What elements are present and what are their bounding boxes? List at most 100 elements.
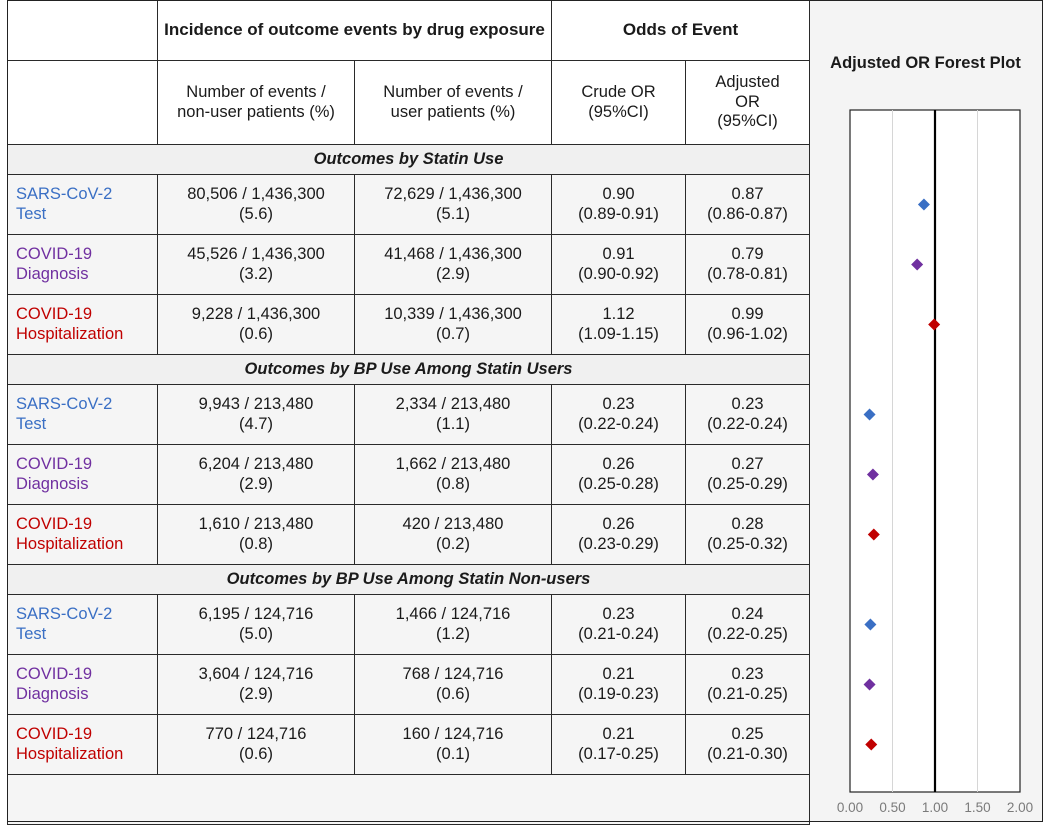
forest-point bbox=[863, 408, 876, 421]
crude-or-detail: (0.25-0.28) bbox=[578, 474, 659, 493]
user-events: 1,662 / 213,480 (0.8) bbox=[353, 444, 553, 505]
user-events-value: 72,629 / 1,436,300 bbox=[384, 185, 522, 204]
crude-or-value: 0.90 bbox=[602, 185, 635, 204]
adjusted-or-value: 0.87 bbox=[731, 185, 764, 204]
nonuser-events-value: 9,228 / 1,436,300 bbox=[191, 305, 321, 324]
user-events-detail: (5.1) bbox=[436, 204, 470, 223]
col-adjusted: Adjusted OR (95%CI) bbox=[685, 60, 811, 145]
table-row: COVID-19 Hospitalization 1,610 / 213,480 (0… bbox=[7, 504, 811, 565]
adjusted-or-value: 0.99 bbox=[731, 305, 764, 324]
table-footer-spacer bbox=[6, 774, 811, 825]
x-tick-label: 2.00 bbox=[1007, 800, 1033, 815]
nonuser-events: 9,943 / 213,480 (4.7) bbox=[157, 384, 355, 445]
table-row: COVID-19 Hospitalization 9,228 / 1,436,300… bbox=[7, 294, 811, 355]
crude-or-detail: (0.19-0.23) bbox=[578, 684, 659, 703]
user-events-detail: (1.1) bbox=[436, 414, 470, 433]
adjusted-or: 0.79 (0.78-0.81) bbox=[685, 234, 811, 295]
outcome-label-value: COVID-19 bbox=[16, 455, 93, 474]
nonuser-events: 6,195 / 124,716 (5.0) bbox=[157, 594, 355, 655]
x-tick-label: 0.50 bbox=[879, 800, 905, 815]
forest-point bbox=[867, 528, 880, 541]
crude-or-detail: (0.90-0.92) bbox=[578, 264, 659, 283]
nonuser-events-detail: (0.8) bbox=[239, 534, 273, 553]
user-events-detail: (0.6) bbox=[436, 684, 470, 703]
user-events-detail: (0.8) bbox=[436, 474, 470, 493]
figure-border bbox=[7, 0, 1043, 822]
outcome-label: COVID-19 Hospitalization bbox=[7, 294, 158, 355]
col-user: Number of events / user patients (%) bbox=[353, 60, 553, 145]
adjusted-or-value: 0.28 bbox=[731, 515, 764, 534]
nonuser-events-detail: (0.6) bbox=[239, 744, 273, 763]
outcome-label: COVID-19 Diagnosis bbox=[7, 444, 158, 505]
outcome-label-value: COVID-19 bbox=[16, 665, 93, 684]
outcome-label-detail: Test bbox=[16, 414, 47, 433]
adjusted-or-detail: (0.86-0.87) bbox=[707, 204, 788, 223]
user-events-value: 10,339 / 1,436,300 bbox=[384, 305, 522, 324]
adjusted-or-detail: (0.22-0.24) bbox=[707, 414, 788, 433]
nonuser-events: 770 / 124,716 (0.6) bbox=[157, 714, 355, 775]
odds-header: Odds of Event bbox=[551, 0, 811, 61]
adjusted-or-detail: (0.21-0.30) bbox=[707, 744, 788, 763]
user-events: 2,334 / 213,480 (1.1) bbox=[353, 384, 553, 445]
header-label-cell bbox=[7, 60, 158, 145]
nonuser-events-detail: (5.0) bbox=[239, 624, 273, 643]
forest-point bbox=[928, 318, 941, 331]
crude-or-value: 0.26 bbox=[602, 515, 635, 534]
forest-point bbox=[866, 468, 879, 481]
crude-or-detail: (0.22-0.24) bbox=[578, 414, 659, 433]
outcome-label: SARS-CoV-2 Test bbox=[7, 174, 158, 235]
forest-point bbox=[863, 678, 876, 691]
adjusted-or-value: 0.24 bbox=[731, 605, 764, 624]
nonuser-events: 9,228 / 1,436,300 (0.6) bbox=[157, 294, 355, 355]
user-events-detail: (0.2) bbox=[436, 534, 470, 553]
user-events-detail: (2.9) bbox=[436, 264, 470, 283]
adjusted-or-value: 0.79 bbox=[731, 245, 764, 264]
crude-or: 0.23 (0.21-0.24) bbox=[551, 594, 687, 655]
crude-or-detail: (0.17-0.25) bbox=[578, 744, 659, 763]
outcome-label-detail: Hospitalization bbox=[16, 324, 124, 343]
outcome-label: COVID-19 Hospitalization bbox=[7, 504, 158, 565]
user-events: 420 / 213,480 (0.2) bbox=[353, 504, 553, 565]
adjusted-or-detail: (0.22-0.25) bbox=[707, 624, 788, 643]
col-crude: Crude OR (95%CI) bbox=[551, 60, 687, 145]
forest-point bbox=[911, 258, 924, 271]
x-tick-label: 1.00 bbox=[922, 800, 948, 815]
outcome-label-detail: Hospitalization bbox=[16, 744, 124, 763]
table-row: COVID-19 Diagnosis 3,604 / 124,716 (2.9) 768… bbox=[7, 654, 811, 715]
nonuser-events-detail: (3.2) bbox=[239, 264, 273, 283]
table-row: SARS-CoV-2 Test 6,195 / 124,716 (5.0) 1,466 … bbox=[7, 594, 811, 655]
forest-point bbox=[917, 198, 930, 211]
user-events-value: 768 / 124,716 bbox=[402, 665, 504, 684]
section-header: Outcomes by BP Use Among Statin Non-user… bbox=[6, 564, 811, 595]
user-events: 41,468 / 1,436,300 (2.9) bbox=[353, 234, 553, 295]
nonuser-events-value: 6,204 / 213,480 bbox=[198, 455, 314, 474]
crude-or-detail: (0.21-0.24) bbox=[578, 624, 659, 643]
user-events-value: 420 / 213,480 bbox=[402, 515, 504, 534]
results-table: Incidence of outcome events by drug expo… bbox=[6, 0, 811, 825]
incidence-header: Incidence of outcome events by drug expo… bbox=[156, 0, 553, 61]
user-events-detail: (1.2) bbox=[436, 624, 470, 643]
user-events-value: 160 / 124,716 bbox=[402, 725, 504, 744]
user-events-detail: (0.7) bbox=[436, 324, 470, 343]
outcome-label-detail: Diagnosis bbox=[16, 264, 89, 283]
forest-plot: 0.00 0.50 1.00 1.50 2.00 bbox=[837, 109, 1033, 815]
table-row: SARS-CoV-2 Test 80,506 / 1,436,300 (5.6) 72,… bbox=[7, 174, 811, 235]
adjusted-or-detail: (0.25-0.29) bbox=[707, 474, 788, 493]
x-tick-label: 0.00 bbox=[837, 800, 863, 815]
user-events: 10,339 / 1,436,300 (0.7) bbox=[353, 294, 553, 355]
adjusted-or-value: 0.23 bbox=[731, 395, 764, 414]
crude-or-value: 0.91 bbox=[602, 245, 635, 264]
outcome-label-detail: Hospitalization bbox=[16, 534, 124, 553]
adjusted-or: 0.23 (0.21-0.25) bbox=[685, 654, 811, 715]
table-row: SARS-CoV-2 Test 9,943 / 213,480 (4.7) 2,334 … bbox=[7, 384, 811, 445]
crude-or-value: 0.21 bbox=[602, 665, 635, 684]
nonuser-events: 6,204 / 213,480 (2.9) bbox=[157, 444, 355, 505]
forest-point bbox=[865, 738, 878, 751]
table-row: COVID-19 Diagnosis 6,204 / 213,480 (2.9) 1,6… bbox=[7, 444, 811, 505]
crude-or-value: 1.12 bbox=[602, 305, 635, 324]
section-header: Outcomes by Statin Use bbox=[6, 144, 811, 175]
adjusted-or-value: 0.23 bbox=[731, 665, 764, 684]
adjusted-or-value: 0.27 bbox=[731, 455, 764, 474]
outcome-label: COVID-19 Diagnosis bbox=[7, 654, 158, 715]
nonuser-events-value: 3,604 / 124,716 bbox=[198, 665, 314, 684]
